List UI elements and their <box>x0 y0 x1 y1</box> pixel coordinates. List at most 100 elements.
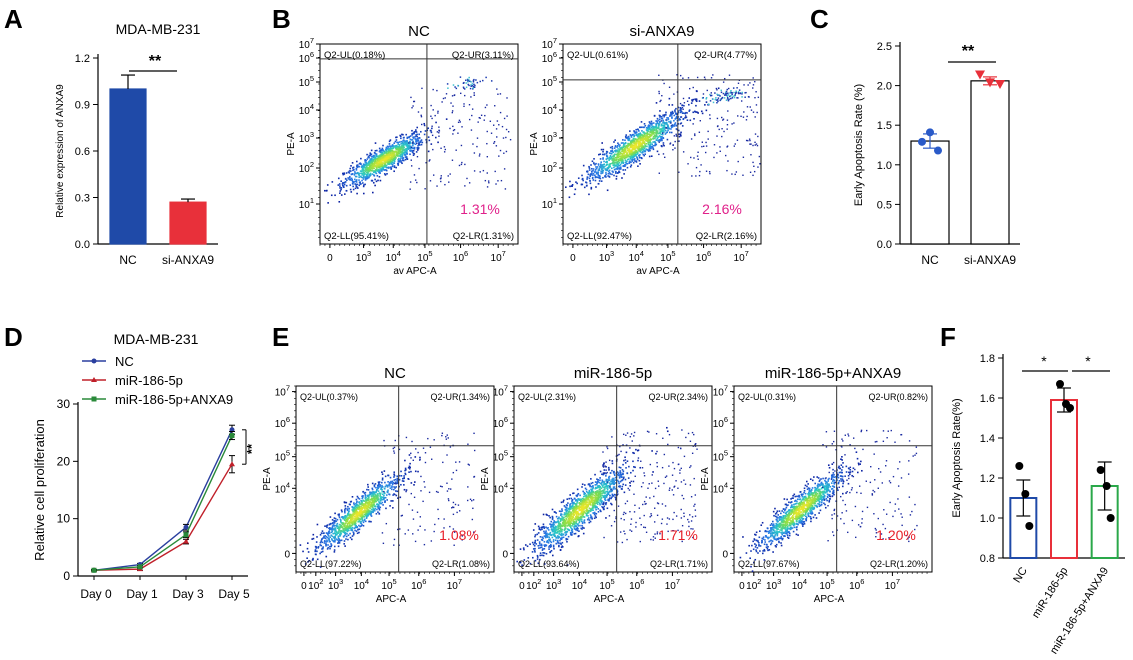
scatter-dot <box>328 527 330 530</box>
scatter-dot <box>455 469 458 472</box>
scatter-dot <box>390 480 392 483</box>
scatter-dot <box>632 148 634 151</box>
scatter-dot <box>643 147 646 150</box>
scatter-dot <box>714 92 716 94</box>
scatter-dot <box>539 544 541 547</box>
scatter-dot <box>686 119 689 121</box>
scatter-dot <box>377 494 379 497</box>
scatter-dot <box>656 131 659 133</box>
scatter-dot <box>466 177 468 180</box>
scatter-dot <box>569 531 572 534</box>
scatter-dot <box>561 508 563 510</box>
scatter-dot <box>369 152 372 155</box>
scatter-dot <box>367 161 370 163</box>
scatter-dot <box>355 175 358 178</box>
scatter-dot <box>748 138 751 140</box>
scatter-dot <box>496 88 498 90</box>
scatter-dot <box>351 509 354 511</box>
scatter-dot <box>357 165 360 168</box>
scatter-dot <box>590 486 593 488</box>
scatter-dot <box>590 167 593 170</box>
scatter-dot <box>614 145 617 148</box>
scatter-dot <box>340 180 342 183</box>
scatter-dot <box>365 504 368 507</box>
scatter-dot <box>366 174 369 176</box>
scatter-dot <box>662 144 665 146</box>
scatter-dot <box>707 103 710 105</box>
scatter-dot <box>538 541 541 543</box>
scatter-dot <box>358 508 361 511</box>
scatter-dot <box>639 137 642 140</box>
y-axis-label: PE-A <box>262 467 273 491</box>
scatter-dot <box>616 493 619 495</box>
scatter-dot <box>598 177 601 179</box>
scatter-dot <box>670 131 673 134</box>
scatter-dot <box>670 126 673 129</box>
scatter-dot <box>718 128 720 131</box>
scatter-dot <box>470 96 472 98</box>
scatter-dot <box>358 498 361 500</box>
scatter-dot <box>609 173 612 175</box>
scatter-dot <box>646 140 649 142</box>
scatter-dot <box>369 166 371 169</box>
scatter-dot <box>736 97 738 99</box>
scatter-dot <box>541 536 544 539</box>
data-point <box>1066 404 1074 412</box>
scatter-dot <box>692 123 694 125</box>
scatter-dot <box>609 165 612 168</box>
scatter-dot <box>352 531 355 534</box>
y-tick-label: 106 <box>542 50 557 65</box>
scatter-dot <box>655 130 657 133</box>
scatter-dot <box>364 159 366 162</box>
scatter-dot <box>641 126 643 129</box>
scatter-dot <box>415 448 417 450</box>
scatter-dot <box>736 139 739 141</box>
scatter-dot <box>447 87 449 89</box>
scatter-dot <box>418 133 420 136</box>
scatter-dot <box>628 154 630 157</box>
scatter-dot <box>635 134 637 136</box>
scatter-dot <box>369 507 371 510</box>
scatter-dot <box>376 167 378 169</box>
highlight-percentage: 1.08% <box>439 527 479 543</box>
scatter-dot <box>417 139 420 142</box>
scatter-dot <box>442 461 444 464</box>
scatter-dot <box>693 117 695 120</box>
scatter-dot <box>337 527 340 529</box>
scatter-dot <box>445 118 448 120</box>
scatter-dot <box>339 533 341 536</box>
significance-label: ** <box>149 53 162 70</box>
scatter-dot <box>370 149 373 152</box>
scatter-dot <box>588 521 591 524</box>
scatter-dot <box>628 148 631 150</box>
scatter-dot <box>647 126 649 129</box>
scatter-dot <box>759 163 761 165</box>
scatter-dot <box>628 155 630 158</box>
scatter-dot <box>386 173 388 175</box>
scatter-dot <box>385 169 388 172</box>
scatter-dot <box>351 526 354 529</box>
scatter-dot <box>393 450 395 452</box>
scatter-dot <box>331 181 334 183</box>
scatter-dot <box>403 488 406 491</box>
scatter-dot <box>705 145 708 147</box>
scatter-dot <box>690 138 693 140</box>
scatter-dot <box>344 505 347 507</box>
scatter-dot <box>594 171 596 173</box>
scatter-dot <box>631 139 634 142</box>
scatter-dot <box>320 538 323 541</box>
y-tick-label: 107 <box>275 384 290 399</box>
scatter-dot <box>405 490 407 493</box>
scatter-dot <box>571 513 574 515</box>
scatter-dot <box>369 169 372 172</box>
scatter-dot <box>401 144 403 147</box>
scatter-dot <box>452 125 454 128</box>
scatter-dot <box>380 149 382 151</box>
scatter-dot <box>319 541 322 544</box>
scatter-dot <box>697 158 699 160</box>
scatter-dot <box>369 172 372 175</box>
scatter-dot <box>411 150 414 152</box>
scatter-dot <box>692 98 695 101</box>
scatter-dot <box>644 150 646 152</box>
scatter-dot <box>361 168 364 171</box>
